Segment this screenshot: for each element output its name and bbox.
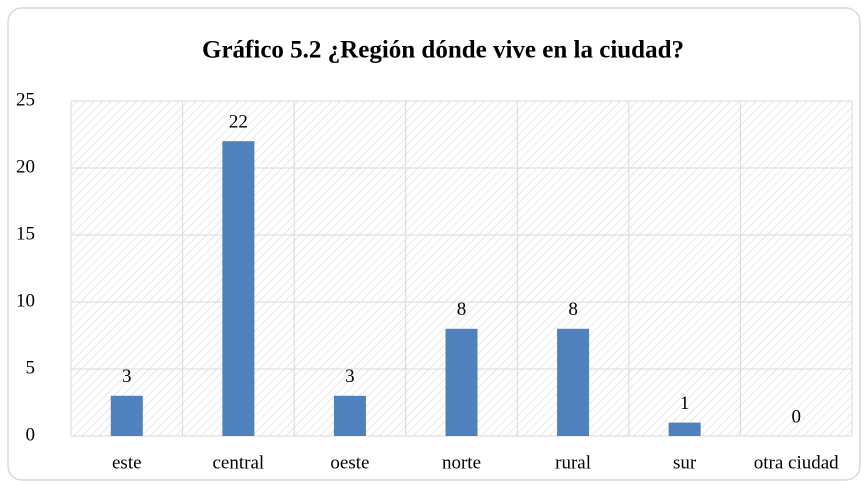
data-label: 0 bbox=[791, 406, 801, 427]
data-label: 3 bbox=[345, 366, 355, 387]
data-label: 22 bbox=[229, 112, 248, 133]
x-tick-label: rural bbox=[555, 452, 591, 473]
y-tick-label: 15 bbox=[16, 223, 35, 244]
chart-title: Gráfico 5.2 ¿Región dónde vive en la ciu… bbox=[202, 37, 684, 64]
x-tick-label: central bbox=[213, 452, 265, 473]
bar bbox=[445, 328, 478, 436]
y-tick-label: 20 bbox=[16, 156, 35, 177]
bar bbox=[557, 328, 590, 436]
data-label: 3 bbox=[122, 366, 132, 387]
data-label: 8 bbox=[457, 299, 467, 320]
y-tick-label: 5 bbox=[26, 357, 36, 378]
x-tick-label: norte bbox=[442, 452, 481, 473]
x-tick-label: este bbox=[112, 452, 142, 473]
y-tick-label: 25 bbox=[16, 89, 35, 110]
data-label: 8 bbox=[568, 299, 578, 320]
x-tick-label: oeste bbox=[330, 452, 369, 473]
bar bbox=[222, 141, 255, 436]
data-label: 1 bbox=[680, 393, 690, 414]
bar bbox=[668, 422, 701, 436]
bar bbox=[110, 395, 143, 436]
y-tick-label: 0 bbox=[26, 424, 36, 445]
bar bbox=[333, 395, 366, 436]
x-tick-label: sur bbox=[673, 452, 697, 473]
y-tick-label: 10 bbox=[16, 290, 35, 311]
x-tick-label: otra ciudad bbox=[754, 452, 839, 473]
